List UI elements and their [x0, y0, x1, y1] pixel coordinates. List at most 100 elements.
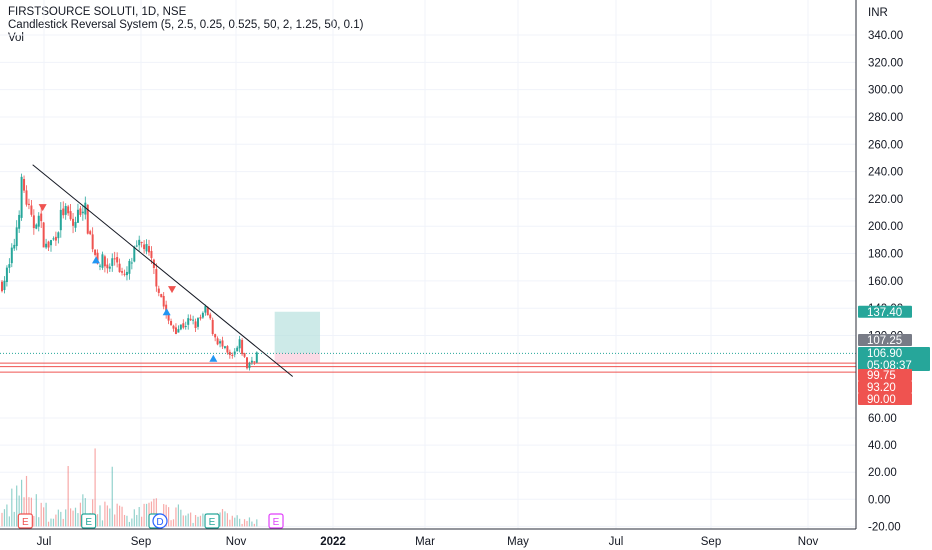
candle — [13, 238, 16, 251]
candle — [59, 202, 62, 238]
volume-bar — [239, 518, 241, 527]
dividend-marker[interactable]: D — [152, 513, 168, 529]
candle — [184, 321, 187, 330]
volume-bar — [175, 507, 177, 527]
candle — [30, 200, 33, 217]
candle — [1, 279, 3, 293]
candle — [238, 335, 241, 353]
symbol-title[interactable]: FIRSTSOURCE SOLUTI, 1D, NSE — [8, 6, 187, 18]
volume-bar — [11, 488, 13, 527]
volume-bar — [231, 515, 233, 527]
earnings-marker[interactable]: E — [204, 513, 220, 529]
y-tick-label: 320.00 — [868, 57, 903, 69]
volume-bar — [145, 503, 148, 527]
volume-tick-label: 60.00 — [868, 413, 897, 425]
candle — [219, 339, 222, 348]
price-axis[interactable] — [856, 0, 932, 550]
volume-bar — [194, 515, 197, 527]
volume-bar — [67, 466, 69, 527]
candle — [226, 345, 229, 355]
volume-bar — [221, 508, 224, 527]
volume-bar — [165, 504, 167, 527]
svg-text:106.90: 106.90 — [867, 348, 902, 360]
candle — [189, 314, 192, 322]
candle — [133, 245, 136, 263]
volume-bar — [106, 505, 108, 527]
volume-bar — [202, 513, 204, 527]
earnings-marker[interactable]: E — [268, 513, 284, 529]
candle — [223, 345, 226, 350]
y-tick-label: 280.00 — [868, 112, 903, 124]
volume-bar — [172, 519, 175, 527]
svg-text:D: D — [156, 517, 163, 528]
candle — [89, 229, 92, 236]
candle — [116, 252, 119, 268]
volume-bar — [143, 503, 145, 527]
candle — [155, 263, 158, 292]
volume-bar — [13, 511, 15, 527]
volume-bar — [47, 521, 50, 527]
volume-bar — [236, 515, 238, 527]
candle — [106, 258, 109, 274]
earnings-marker[interactable]: E — [17, 513, 33, 529]
x-tick-label: Nov — [798, 536, 819, 548]
volume-bar — [197, 516, 199, 527]
volume-bar — [126, 515, 128, 527]
candle — [172, 324, 175, 332]
volume-bar — [30, 497, 32, 527]
chart-legend: FIRSTSOURCE SOLUTI, 1D, NSE Candlestick … — [8, 6, 363, 45]
candle — [103, 254, 106, 273]
volume-bar — [52, 518, 55, 527]
volume-bar — [133, 509, 135, 527]
candle — [118, 258, 121, 273]
candle — [62, 201, 65, 219]
y-tick-label: 200.00 — [868, 221, 903, 233]
volume-bar — [50, 518, 52, 527]
volume-bar — [55, 514, 57, 527]
volume-bar — [182, 515, 184, 527]
candle — [216, 336, 219, 346]
candle — [32, 209, 35, 235]
candle — [47, 240, 50, 251]
candle — [182, 319, 185, 330]
svg-text:90.00: 90.00 — [867, 394, 896, 406]
volume-bar — [116, 503, 118, 527]
candle — [187, 314, 190, 330]
candle — [194, 318, 197, 332]
y-tick-label: 160.00 — [868, 276, 903, 288]
earnings-marker[interactable]: E — [81, 513, 97, 529]
candle — [233, 348, 236, 358]
volume-bar — [253, 523, 255, 527]
target-zone[interactable] — [274, 311, 321, 353]
volume-bar — [123, 514, 126, 527]
volume-bar — [187, 513, 189, 527]
volume-bar — [92, 499, 94, 527]
candle — [111, 253, 114, 272]
candle — [54, 231, 57, 246]
volume-bar — [28, 497, 30, 527]
volume-bar — [121, 506, 123, 527]
candle — [74, 216, 77, 232]
volume-bars — [1, 448, 258, 527]
volume-bar — [219, 512, 221, 527]
stop-zone[interactable] — [274, 352, 321, 364]
time-axis[interactable] — [0, 529, 856, 550]
candle — [214, 333, 217, 342]
volume-bar — [104, 501, 106, 527]
trendline[interactable] — [32, 164, 293, 377]
volume-bar — [185, 515, 187, 527]
candle — [101, 251, 104, 270]
indicator-title[interactable]: Candlestick Reversal System (5, 2.5, 0.2… — [8, 19, 364, 31]
volume-bar — [241, 523, 243, 527]
candle — [170, 318, 173, 326]
volume-bar — [251, 521, 253, 527]
volume-bar — [234, 517, 236, 527]
y-tick-label: 240.00 — [868, 167, 903, 179]
volume-tick-label: 40.00 — [868, 440, 897, 452]
volume-bar — [199, 515, 202, 527]
candle — [179, 324, 182, 331]
volume-tick-label: 0.00 — [868, 494, 890, 506]
svg-text:99.75: 99.75 — [867, 370, 896, 382]
volume-bar — [62, 518, 64, 527]
